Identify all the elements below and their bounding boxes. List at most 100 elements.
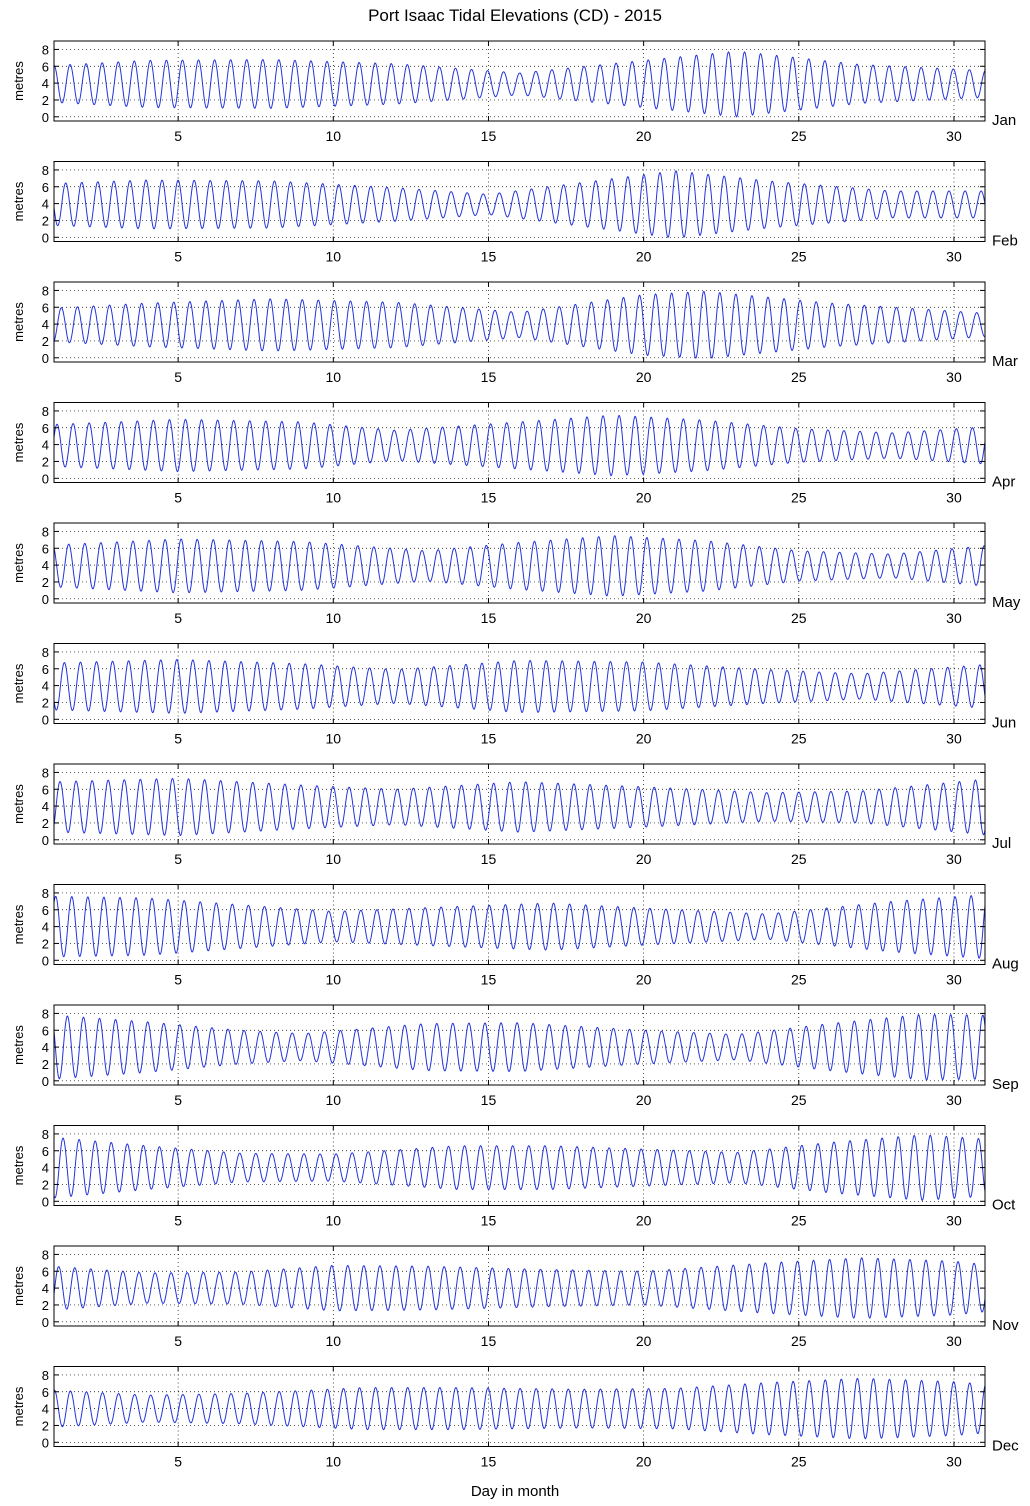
x-tick-label: 30 (946, 1333, 962, 1349)
y-axis-label: metres (11, 181, 26, 221)
x-axis-label: Day in month (470, 1483, 560, 1500)
x-tick-label: 20 (636, 490, 652, 506)
tide-series-jul (53, 777, 986, 837)
y-tick-label: 2 (42, 575, 49, 590)
x-tick-label: 5 (174, 972, 182, 988)
y-tick-label: 2 (42, 334, 49, 349)
panel-frame (53, 1004, 986, 1086)
tide-series-oct (53, 1134, 986, 1201)
y-tick-label: 4 (42, 197, 49, 212)
y-tick-label: 6 (42, 421, 49, 436)
x-tick-label: 15 (481, 851, 497, 867)
y-tick-label: 8 (42, 1247, 49, 1262)
x-tick-label: 5 (174, 128, 182, 144)
x-tick-label: 5 (174, 1213, 182, 1229)
x-tick-label: 25 (791, 1454, 807, 1470)
y-tick-label: 6 (42, 541, 49, 556)
y-tick-label: 2 (42, 213, 49, 228)
y-tick-label: 2 (42, 454, 49, 469)
month-label: Feb (992, 233, 1018, 250)
y-tick-label: 8 (42, 1368, 49, 1383)
y-tick-label: 6 (42, 180, 49, 195)
y-axis-label: metres (11, 784, 26, 824)
y-tick-label: 8 (42, 283, 49, 298)
x-tick-label: 5 (174, 490, 182, 506)
x-tick-label: 25 (791, 369, 807, 385)
y-tick-label: 2 (42, 936, 49, 951)
y-tick-label: 2 (42, 93, 49, 108)
y-tick-label: 0 (42, 1435, 49, 1450)
x-tick-label: 15 (481, 1333, 497, 1349)
y-axis-label: metres (11, 1386, 26, 1426)
month-label: Mar (992, 353, 1018, 370)
y-tick-label: 0 (42, 1074, 49, 1089)
y-tick-label: 4 (42, 438, 49, 453)
month-label: Jan (992, 112, 1016, 129)
x-tick-label: 30 (946, 1213, 962, 1229)
month-label: Jun (992, 715, 1016, 732)
month-label: Jul (992, 835, 1011, 852)
month-label: Aug (992, 956, 1019, 973)
tide-series-aug (53, 894, 986, 959)
month-label: Oct (992, 1197, 1016, 1214)
x-tick-label: 10 (326, 249, 342, 265)
x-tick-label: 20 (636, 1092, 652, 1108)
y-tick-label: 2 (42, 1057, 49, 1072)
y-tick-label: 6 (42, 903, 49, 918)
x-tick-label: 15 (481, 1213, 497, 1229)
x-tick-label: 15 (481, 128, 497, 144)
x-tick-label: 10 (326, 731, 342, 747)
y-tick-label: 6 (42, 782, 49, 797)
tide-series-sep (53, 1013, 986, 1081)
x-tick-label: 10 (326, 1092, 342, 1108)
x-tick-label: 5 (174, 1454, 182, 1470)
panel-frame (53, 402, 986, 483)
y-tick-label: 2 (42, 1298, 49, 1313)
x-tick-label: 30 (946, 1092, 962, 1108)
x-tick-label: 10 (326, 851, 342, 867)
y-tick-label: 8 (42, 42, 49, 57)
x-tick-label: 5 (174, 851, 182, 867)
x-tick-label: 30 (946, 731, 962, 747)
panel-nov: 0 2 4 6 8 5 10 15 20 25 30 metres Nov (11, 1245, 1019, 1349)
y-tick-label: 6 (42, 1023, 49, 1038)
panel-may: 0 2 4 6 8 5 10 15 20 25 30 metres May (11, 522, 1021, 626)
x-tick-label: 10 (326, 369, 342, 385)
y-tick-label: 4 (42, 679, 49, 694)
y-tick-label: 2 (42, 1418, 49, 1433)
panel-aug: 0 24 6 8 5 10 15 20 25 30 metres Aug (11, 884, 1019, 988)
panel-sep: 0 2 4 6 8 5 10 15 20 25 30 metres Sep (11, 1004, 1019, 1108)
tide-series-nov (53, 1257, 986, 1319)
y-tick-label: 0 (42, 351, 49, 366)
x-tick-label: 25 (791, 972, 807, 988)
x-tick-label: 25 (791, 249, 807, 265)
y-tick-label: 6 (42, 1385, 49, 1400)
y-axis-label: metres (11, 1266, 26, 1306)
y-tick-label: 4 (42, 1281, 49, 1296)
panel-frame (53, 1245, 986, 1327)
x-tick-label: 20 (636, 731, 652, 747)
x-tick-label: 15 (481, 490, 497, 506)
panel-dec: 0 24 6 8 5 10 15 20 25 30 metres Dec (11, 1366, 1019, 1470)
panel-oct: 0 24 6 8 5 10 15 20 25 30 metres Oct (11, 1125, 1016, 1229)
x-tick-label: 20 (636, 128, 652, 144)
y-tick-label: 0 (42, 833, 49, 848)
x-tick-label: 10 (326, 1454, 342, 1470)
y-axis-label: metres (11, 543, 26, 583)
y-tick-label: 4 (42, 1040, 49, 1055)
month-label: May (992, 594, 1021, 611)
panel-frame (53, 281, 986, 363)
x-tick-label: 10 (326, 1333, 342, 1349)
x-tick-label: 10 (326, 610, 342, 626)
y-tick-label: 4 (42, 558, 49, 573)
panel-frame (53, 1366, 986, 1447)
x-tick-label: 15 (481, 369, 497, 385)
x-tick-label: 10 (326, 972, 342, 988)
tide-series-jun (53, 659, 986, 714)
y-tick-label: 0 (42, 230, 49, 245)
y-tick-label: 8 (42, 404, 49, 419)
x-tick-label: 10 (326, 1213, 342, 1229)
y-tick-label: 6 (42, 662, 49, 677)
y-axis-label: metres (11, 904, 26, 944)
x-tick-label: 10 (326, 128, 342, 144)
